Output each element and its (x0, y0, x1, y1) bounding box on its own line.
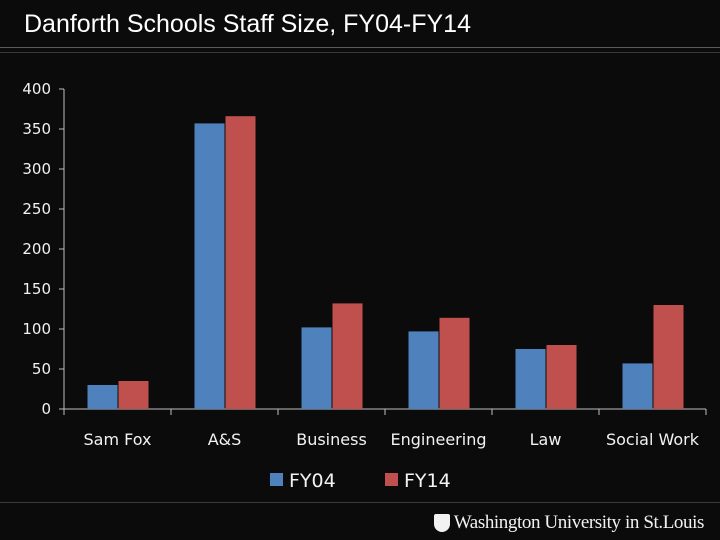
category-label: Social Work (606, 430, 700, 449)
bar-fy14 (118, 381, 149, 409)
bar-fy14 (653, 305, 684, 409)
title-divider (0, 47, 720, 48)
bar-fy14 (546, 345, 577, 409)
y-tick-label: 300 (22, 160, 51, 178)
university-logo: Washington University in St.Louis (433, 512, 705, 534)
category-label: Law (530, 430, 562, 449)
shield-icon (433, 514, 450, 532)
category-label: Engineering (391, 430, 487, 449)
y-tick-labels: 0 50 100 150 200 250 300 350 400 (22, 80, 51, 418)
y-tick-label: 350 (22, 120, 51, 138)
bar-fy04 (194, 123, 225, 410)
category-label: Sam Fox (83, 430, 151, 449)
bar-fy04 (408, 331, 439, 409)
chart-axes (59, 88, 707, 415)
y-tick-label: 0 (41, 400, 51, 418)
chart-bars (87, 116, 684, 410)
legend-label-fy04: FY04 (289, 470, 336, 492)
bar-fy14 (332, 303, 363, 409)
slide-title: Danforth Schools Staff Size, FY04-FY14 (24, 10, 471, 38)
bar-fy14 (225, 116, 256, 409)
y-tick-label: 50 (32, 360, 51, 378)
bar-fy04 (87, 385, 118, 409)
logo-wordmark: Washington University in St.Louis (453, 512, 705, 533)
chart-legend: FY04 FY14 (270, 470, 451, 492)
y-tick-label: 400 (22, 80, 51, 98)
footer-divider (0, 502, 720, 503)
category-labels: Sam Fox A&S Business Engineering Law Social W… (83, 430, 699, 449)
bar-fy04 (301, 327, 332, 409)
category-label: Business (296, 430, 367, 449)
y-tick-label: 200 (22, 240, 51, 258)
y-tick-label: 250 (22, 200, 51, 218)
y-tick-label: 150 (22, 280, 51, 298)
legend-swatch-fy14 (385, 473, 398, 486)
legend-label-fy14: FY14 (404, 470, 451, 492)
title-divider-secondary (0, 52, 720, 53)
legend-swatch-fy04 (270, 473, 283, 486)
category-label: A&S (208, 430, 242, 449)
bar-fy14 (439, 317, 470, 409)
bar-chart: 0 50 100 150 200 250 300 350 400 Sam Fox A&S Busin… (22, 80, 707, 492)
bar-fy04 (622, 363, 653, 409)
y-tick-label: 100 (22, 320, 51, 338)
bar-fy04 (515, 349, 546, 409)
